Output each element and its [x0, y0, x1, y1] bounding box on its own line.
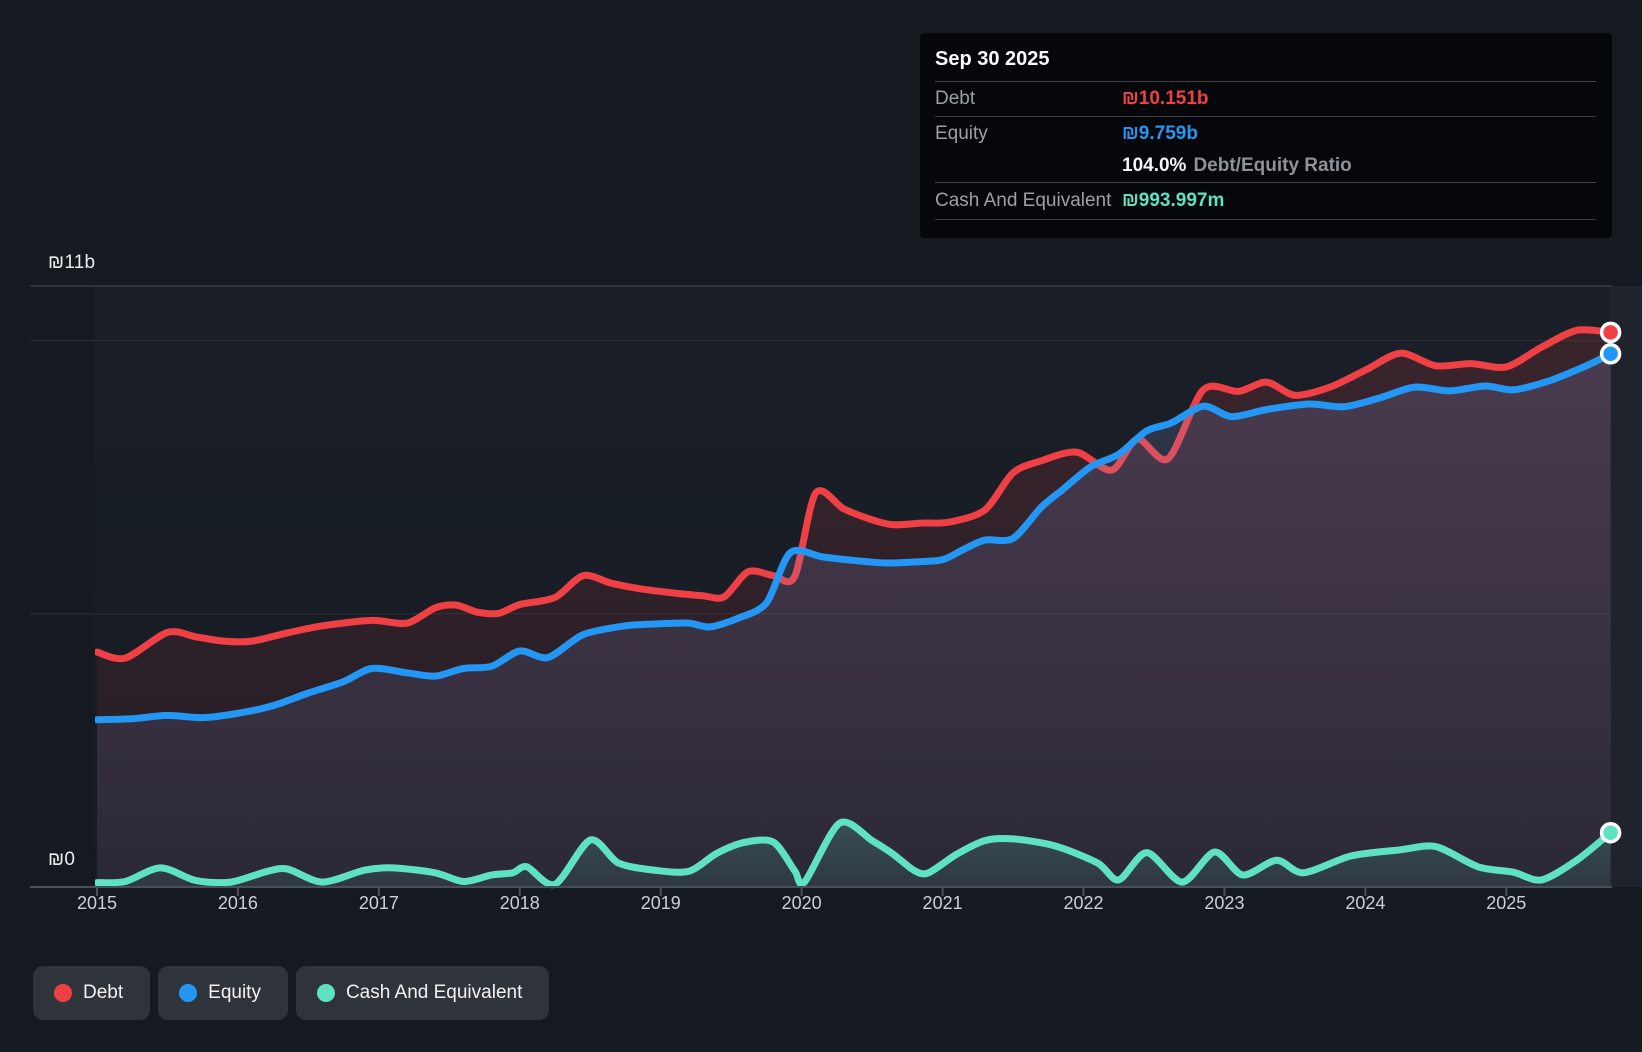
legend-item-debt[interactable]: Debt — [33, 966, 150, 1020]
x-axis-year-label-2022: 2022 — [1063, 893, 1103, 914]
tooltip-row-debt: Debt ₪10.151b — [935, 82, 1596, 117]
x-axis-year-label-2017: 2017 — [359, 893, 399, 914]
x-axis-year-label-2016: 2016 — [218, 893, 258, 914]
x-axis-year-label-2019: 2019 — [641, 893, 681, 914]
tooltip-date: Sep 30 2025 — [935, 33, 1596, 82]
debt-legend-dot-icon — [54, 984, 72, 1002]
tooltip-equity-label: Equity — [935, 123, 1122, 145]
tooltip-row-cash: Cash And Equivalent ₪993.997m — [935, 183, 1596, 220]
equity-legend-dot-icon — [179, 984, 197, 1002]
tooltip-row-ratio: 104.0% Debt/Equity Ratio — [935, 150, 1596, 183]
x-axis-year-label-2020: 2020 — [782, 893, 822, 914]
legend-item-cash[interactable]: Cash And Equivalent — [296, 966, 549, 1020]
y-axis-label-zero: ₪0 — [48, 849, 75, 871]
tooltip-cash-label: Cash And Equivalent — [935, 190, 1122, 212]
tooltip-row-equity: Equity ₪9.759b — [935, 117, 1596, 150]
balance-sheet-chart-page: ₪11b ₪0 2015 2016 2017 2018 2019 2020 2021 2022… — [0, 0, 1642, 1052]
chart-legend: Debt Equity Cash And Equivalent — [33, 966, 549, 1020]
x-axis-year-label-2025: 2025 — [1486, 893, 1526, 914]
x-axis-year-label-2021: 2021 — [923, 893, 963, 914]
chart-tooltip: Sep 30 2025 Debt ₪10.151b Equity ₪9.759b… — [920, 33, 1612, 238]
tooltip-equity-value: ₪9.759b — [1122, 123, 1198, 145]
legend-equity-label: Equity — [208, 982, 261, 1004]
cash-legend-dot-icon — [317, 984, 335, 1002]
chart-hover-area[interactable] — [95, 286, 1642, 887]
x-axis-year-label-2015: 2015 — [77, 893, 117, 914]
tooltip-debt-label: Debt — [935, 88, 1122, 110]
tooltip-cash-value: ₪993.997m — [1122, 190, 1224, 212]
tooltip-debt-value: ₪10.151b — [1122, 88, 1209, 110]
legend-debt-label: Debt — [83, 982, 123, 1004]
x-axis-year-label-2023: 2023 — [1204, 893, 1244, 914]
legend-item-equity[interactable]: Equity — [158, 966, 288, 1020]
tooltip-ratio-value: 104.0% — [1122, 155, 1186, 177]
x-axis-year-label-2018: 2018 — [500, 893, 540, 914]
legend-cash-label: Cash And Equivalent — [346, 982, 522, 1004]
x-axis-year-label-2024: 2024 — [1345, 893, 1385, 914]
y-axis-label-top: ₪11b — [48, 252, 95, 274]
tooltip-ratio-label: Debt/Equity Ratio — [1193, 155, 1351, 177]
